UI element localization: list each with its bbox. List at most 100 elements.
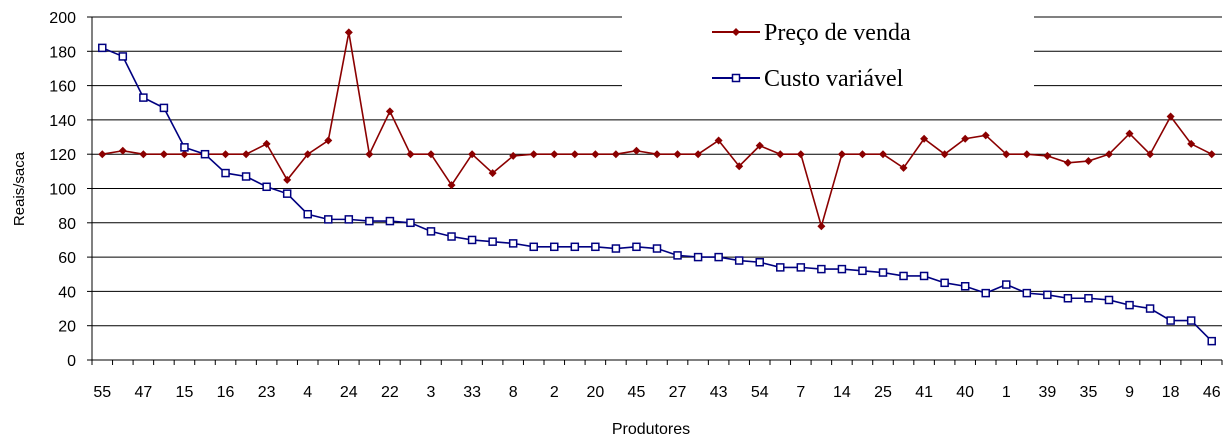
data-point-preco (879, 150, 887, 159)
data-point-custo (1166, 316, 1175, 325)
x-tick-label: 9 (1125, 384, 1134, 401)
data-point-custo (1125, 300, 1134, 310)
legend-label-custo: Custo variável (764, 66, 904, 92)
x-tick-label: 54 (751, 384, 769, 401)
data-point-preco (1084, 157, 1093, 166)
x-tick-label: 55 (93, 384, 111, 401)
data-point-custo (878, 268, 888, 277)
y-tick-label: 160 (49, 79, 76, 96)
data-point-custo (1186, 316, 1196, 325)
data-point-preco (180, 150, 189, 159)
data-point-custo (1063, 294, 1073, 303)
data-point-custo (837, 264, 847, 274)
data-point-preco (427, 150, 435, 159)
data-point-preco (385, 107, 394, 116)
data-point-custo (324, 215, 333, 224)
data-point-custo (447, 232, 456, 241)
data-point-preco (139, 150, 148, 159)
data-point-custo (817, 264, 826, 274)
legend-label-preco: Preço de venda (764, 20, 911, 46)
data-point-preco (447, 181, 456, 190)
x-axis-title: Produtores (612, 421, 690, 438)
x-tick-label: 15 (176, 384, 194, 401)
y-tick-label: 140 (49, 113, 76, 130)
data-point-custo (221, 168, 230, 178)
data-point-custo (652, 244, 662, 253)
data-point-preco (118, 146, 127, 155)
data-point-preco (98, 150, 107, 159)
data-point-preco (899, 163, 908, 172)
data-point-preco (755, 141, 764, 150)
data-point-preco (673, 150, 682, 159)
data-point-preco (1063, 158, 1072, 167)
y-tick-label: 200 (49, 10, 76, 27)
x-tick-label: 25 (874, 384, 892, 401)
x-tick-label: 39 (1038, 384, 1056, 401)
data-point-preco (1166, 112, 1175, 121)
series (98, 28, 1216, 346)
legend-marker-preco (732, 28, 740, 36)
data-point-preco (262, 139, 271, 148)
data-point-preco (242, 150, 251, 159)
data-point-custo (714, 252, 723, 262)
data-point-custo (899, 271, 908, 281)
data-point-custo (940, 278, 949, 288)
data-point-preco (509, 151, 518, 160)
data-point-preco (1043, 151, 1052, 160)
y-tick-label: 60 (58, 250, 76, 267)
data-point-custo (98, 43, 107, 53)
data-point-preco (653, 150, 661, 159)
data-point-preco (940, 150, 949, 159)
data-point-preco (221, 150, 230, 159)
x-tick-label: 47 (134, 384, 152, 401)
data-point-preco (981, 131, 990, 140)
data-point-preco (961, 134, 970, 143)
data-point-preco (324, 136, 333, 145)
data-point-custo (960, 282, 970, 291)
data-point-custo (118, 52, 128, 61)
data-point-custo (919, 271, 929, 281)
data-point-custo (693, 252, 703, 262)
data-point-preco (570, 150, 579, 159)
data-point-custo (344, 215, 354, 224)
data-point-preco (776, 150, 785, 159)
y-axis-title: Reais/saca (11, 151, 28, 226)
data-point-preco (817, 222, 826, 231)
y-tick-label: 40 (58, 284, 76, 301)
data-point-custo (241, 172, 251, 181)
data-point-preco (283, 175, 292, 184)
data-point-preco (344, 28, 353, 37)
data-point-preco (1125, 129, 1134, 138)
data-point-preco (1207, 150, 1216, 159)
data-point-custo (385, 216, 395, 226)
data-point-custo (262, 182, 271, 192)
x-tick-label: 7 (796, 384, 805, 401)
x-tick-label: 46 (1203, 384, 1221, 401)
x-tick-label: 35 (1080, 384, 1098, 401)
x-tick-label: 3 (427, 384, 436, 401)
data-point-custo (1022, 288, 1032, 298)
data-point-preco (632, 146, 641, 155)
data-point-preco (735, 162, 744, 171)
x-tick-label: 16 (217, 384, 235, 401)
y-tick-label: 180 (49, 44, 76, 61)
x-tick-label: 18 (1162, 384, 1180, 401)
data-point-preco (468, 150, 477, 159)
data-point-custo (488, 237, 497, 246)
y-tick-label: 0 (67, 353, 76, 370)
data-point-custo (611, 244, 621, 253)
data-point-preco (920, 134, 929, 143)
y-tick-label: 20 (58, 319, 76, 336)
data-point-custo (858, 266, 867, 276)
data-point-preco (159, 150, 168, 159)
data-point-custo (632, 242, 641, 252)
data-point-preco (303, 150, 312, 159)
data-point-custo (570, 242, 580, 252)
y-tick-label: 120 (49, 147, 76, 164)
y-tick-label: 80 (58, 216, 76, 233)
legend-marker-custo (731, 73, 741, 83)
data-point-preco (488, 169, 497, 178)
